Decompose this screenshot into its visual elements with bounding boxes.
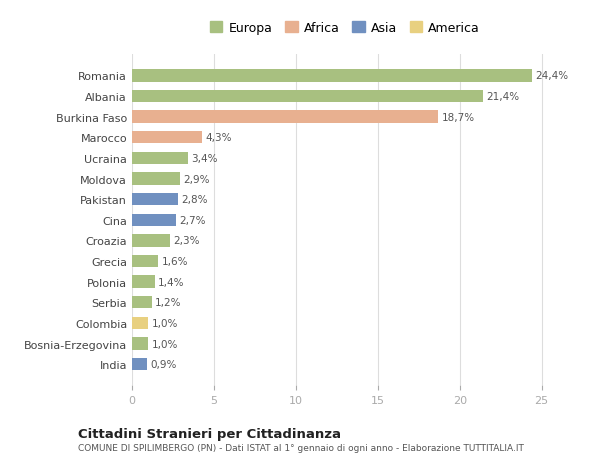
Bar [132,214,176,226]
Bar [132,276,155,288]
Bar [132,358,147,370]
Legend: Europa, Africa, Asia, America: Europa, Africa, Asia, America [206,18,484,39]
Text: 3,4%: 3,4% [191,154,217,163]
Text: COMUNE DI SPILIMBERGO (PN) - Dati ISTAT al 1° gennaio di ogni anno - Elaborazion: COMUNE DI SPILIMBERGO (PN) - Dati ISTAT … [78,443,524,452]
Bar [132,338,148,350]
Text: 1,6%: 1,6% [161,257,188,267]
Text: 1,4%: 1,4% [158,277,185,287]
Bar [132,317,148,330]
Text: 2,9%: 2,9% [183,174,209,184]
Text: 2,3%: 2,3% [173,236,199,246]
Bar [132,152,188,165]
Text: 21,4%: 21,4% [486,92,519,102]
Text: 24,4%: 24,4% [535,71,568,81]
Text: 2,8%: 2,8% [181,195,208,205]
Bar [132,297,152,309]
Bar [132,132,202,144]
Bar [132,194,178,206]
Text: 2,7%: 2,7% [179,215,206,225]
Text: 1,0%: 1,0% [152,318,178,328]
Bar [132,111,439,123]
Text: 4,3%: 4,3% [206,133,232,143]
Bar [132,91,482,103]
Bar [132,235,170,247]
Bar [132,70,532,83]
Text: 0,9%: 0,9% [150,359,176,369]
Text: 1,2%: 1,2% [155,297,181,308]
Text: 1,0%: 1,0% [152,339,178,349]
Text: 18,7%: 18,7% [442,112,475,123]
Bar [132,255,158,268]
Text: Cittadini Stranieri per Cittadinanza: Cittadini Stranieri per Cittadinanza [78,427,341,440]
Bar [132,173,179,185]
